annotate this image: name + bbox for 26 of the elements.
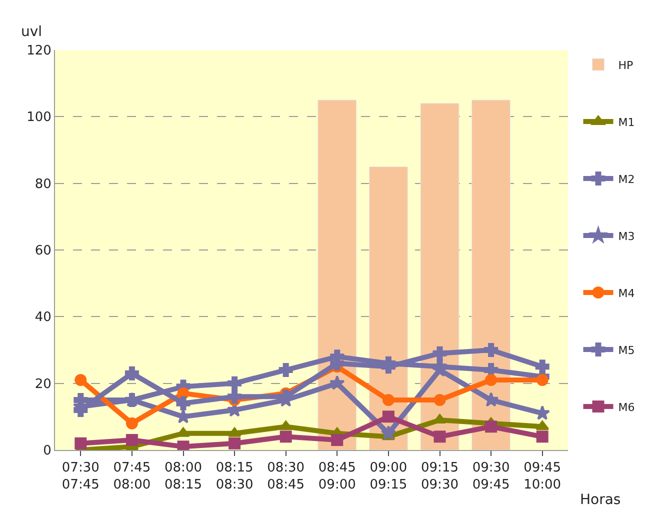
- x-tick-label: 08:30 08:45: [267, 460, 305, 492]
- y-axis-title: uvl: [21, 24, 42, 40]
- legend-label: M3: [618, 230, 635, 243]
- y-tick-label: 80: [34, 176, 52, 192]
- x-tick-label: 09:00 09:15: [370, 460, 408, 492]
- legend-label: M6: [618, 400, 635, 414]
- x-tick-label: 09:45 10:00: [524, 460, 562, 492]
- x-tick-label: 08:15 08:30: [216, 460, 254, 492]
- legend-label: HP: [618, 58, 634, 72]
- y-tick-label: 20: [34, 376, 52, 392]
- legend-label: M4: [618, 286, 635, 300]
- x-tick-label: 07:45 08:00: [113, 460, 151, 492]
- legend-label: M5: [618, 344, 635, 357]
- y-tick-label: 100: [26, 110, 52, 126]
- legend-label: M1: [618, 116, 635, 129]
- x-axis-title: Horas: [580, 492, 621, 508]
- legend-label: M2: [618, 172, 635, 186]
- x-tick-label: 08:00 08:15: [164, 460, 202, 492]
- x-tick-label: 08:45 09:00: [318, 460, 356, 492]
- y-tick-label: 60: [34, 244, 52, 259]
- x-tick-label: 09:15 09:30: [421, 460, 458, 492]
- y-tick-label: 0: [43, 444, 52, 459]
- y-tick-label: 40: [34, 310, 52, 326]
- x-tick-label: 09:30 09:45: [472, 460, 510, 492]
- x-tick-label: 07:30 07:45: [62, 460, 100, 492]
- y-tick-label: 120: [26, 44, 52, 59]
